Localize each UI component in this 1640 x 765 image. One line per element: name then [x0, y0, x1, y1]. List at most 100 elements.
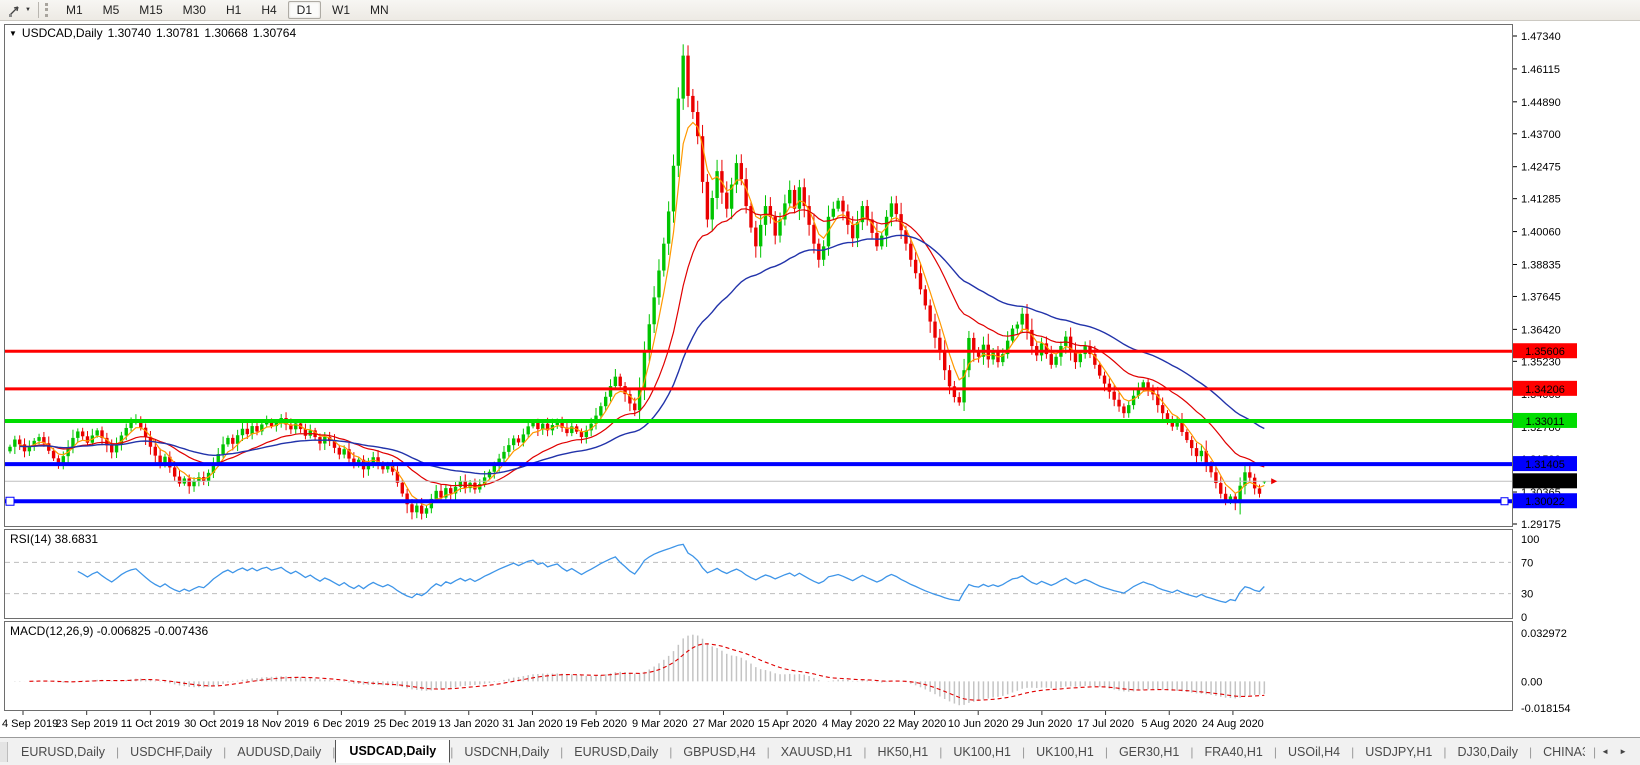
chart-tab-china300-h1[interactable]: CHINA300,H1	[1543, 744, 1585, 759]
toolbar-grip[interactable]	[44, 3, 51, 17]
tab-scroll-left-icon[interactable]: ◄	[1601, 747, 1610, 756]
timeframe-button-d1[interactable]: D1	[287, 1, 322, 19]
tab-divider: |	[1593, 744, 1597, 759]
svg-text:30 Oct 2019: 30 Oct 2019	[184, 718, 244, 730]
chart-tab-audusd-daily[interactable]: AUDUSD,Daily	[237, 744, 322, 759]
chart-menu-icon[interactable]: ▼	[9, 29, 17, 38]
timeframe-button-w1[interactable]: W1	[332, 3, 351, 17]
svg-text:25 Dec 2019: 25 Dec 2019	[374, 718, 436, 730]
chart-tab-uk100-h1[interactable]: UK100,H1	[953, 744, 1011, 759]
svg-text:1.41285: 1.41285	[1521, 194, 1561, 206]
last-price-marker	[1271, 478, 1278, 485]
svg-text:13 Jan 2020: 13 Jan 2020	[438, 718, 499, 730]
chart-title: ▼ USDCAD,Daily 1.30740 1.30781 1.30668 1.3076…	[9, 26, 296, 40]
svg-text:0.00: 0.00	[1521, 676, 1542, 688]
svg-text:1.46115: 1.46115	[1521, 64, 1560, 76]
tab-divider: |	[1273, 744, 1277, 759]
timeframe-button-h1[interactable]: H1	[225, 3, 242, 17]
tab-divider: |	[1443, 744, 1447, 759]
chart-tab-gbpusd-h4[interactable]: GBPUSD,H4	[683, 744, 756, 759]
tab-scroll-right-icon[interactable]: ►	[1619, 747, 1627, 756]
svg-text:18 Nov 2019: 18 Nov 2019	[247, 718, 309, 730]
svg-text:1.36420: 1.36420	[1521, 324, 1561, 336]
tabbar: EURUSD,Daily | USDCHF,Daily | AUDUSD,Daily | U…	[0, 737, 1640, 765]
timeframe-button-m1[interactable]: M1	[65, 3, 83, 17]
svg-text:100: 100	[1521, 534, 1539, 546]
tab-divider: |	[332, 744, 336, 759]
timeframe-button-m30[interactable]: M30	[182, 3, 206, 17]
chart-canvas[interactable]: 1.47340 1.46115 1.44890 1.43700 1.42475 1.412…	[0, 21, 1640, 737]
chart-tab-usdcad-daily[interactable]: USDCAD,Daily	[335, 739, 451, 763]
chart-tab-hk50-h1[interactable]: HK50,H1	[877, 744, 929, 759]
svg-text:19 Feb 2020: 19 Feb 2020	[565, 718, 627, 730]
chart-tab-eurusd-daily[interactable]: EURUSD,Daily	[21, 744, 106, 759]
svg-text:1.42475: 1.42475	[1521, 162, 1561, 174]
svg-text:15 Apr 2020: 15 Apr 2020	[757, 718, 816, 730]
svg-text:1.44890: 1.44890	[1521, 97, 1561, 109]
chart-tab-usdcnh-daily[interactable]: USDCNH,Daily	[464, 744, 550, 759]
svg-text:24 Aug 2020: 24 Aug 2020	[1202, 718, 1264, 730]
svg-text:0: 0	[1521, 612, 1527, 624]
chart-tab-usoil-h4[interactable]: USOil,H4	[1288, 744, 1341, 759]
draw-tool-button[interactable]: ▼	[4, 2, 34, 19]
svg-text:1.34206: 1.34206	[1525, 384, 1565, 396]
svg-text:30: 30	[1521, 589, 1533, 601]
tab-divider: |	[1104, 744, 1108, 759]
svg-text:1.40060: 1.40060	[1521, 227, 1561, 239]
chart-tab-usdchf-daily[interactable]: USDCHF,Daily	[130, 744, 213, 759]
tab-divider: |	[1190, 744, 1194, 759]
chart-tab-usdjpy-h1[interactable]: USDJPY,H1	[1365, 744, 1433, 759]
svg-text:1.47340: 1.47340	[1521, 31, 1561, 43]
svg-text:70: 70	[1521, 557, 1533, 569]
timeframe-button-mn[interactable]: MN	[370, 3, 389, 17]
timeframe-button-h4[interactable]: H4	[261, 3, 277, 17]
tab-divider: |	[939, 744, 943, 759]
chart-symbol-period: USDCAD,Daily	[21, 26, 103, 40]
chart-tab-ger30-h1[interactable]: GER30,H1	[1118, 744, 1180, 759]
rsi-label: RSI(14) 38.6831	[10, 532, 99, 546]
svg-text:1.43700: 1.43700	[1521, 129, 1561, 141]
svg-text:27 Mar 2020: 27 Mar 2020	[693, 718, 755, 730]
dropdown-caret-icon: ▼	[25, 7, 31, 13]
tab-divider: |	[1528, 744, 1533, 759]
svg-text:1.35606: 1.35606	[1525, 346, 1565, 358]
quote-close: 1.30764	[252, 26, 297, 40]
svg-text:1.33011: 1.33011	[1526, 416, 1565, 428]
svg-text:29 Jun 2020: 29 Jun 2020	[1012, 718, 1073, 730]
quote-low: 1.30668	[204, 26, 248, 40]
timeframe-buttons: M1 M5 M15 M30 H1 H4 D1 W1 MN	[56, 1, 399, 19]
chart-tab-xauusd-h1[interactable]: XAUUSD,H1	[780, 744, 853, 759]
tab-divider: |	[1351, 744, 1355, 759]
chart-tab-fra40-h1[interactable]: FRA40,H1	[1204, 744, 1263, 759]
svg-text:0.032972: 0.032972	[1521, 628, 1567, 640]
svg-text:6 Dec 2019: 6 Dec 2019	[313, 718, 369, 730]
svg-text:-0.018154: -0.018154	[1521, 703, 1571, 715]
svg-text:4 Sep 2019: 4 Sep 2019	[2, 718, 58, 730]
svg-text:5 Aug 2020: 5 Aug 2020	[1141, 718, 1197, 730]
quote-open: 1.30740	[107, 26, 151, 40]
timeframe-button-m15[interactable]: M15	[139, 3, 163, 17]
svg-text:1.30764: 1.30764	[1525, 476, 1565, 488]
chart-tab-dj30-daily[interactable]: DJ30,Daily	[1457, 744, 1518, 759]
tab-divider: |	[766, 744, 770, 759]
svg-text:22 May 2020: 22 May 2020	[883, 718, 947, 730]
svg-text:11 Oct 2019: 11 Oct 2019	[121, 718, 180, 730]
tab-divider: |	[116, 744, 120, 759]
tab-divider: |	[1022, 744, 1026, 759]
tab-divider: |	[223, 744, 227, 759]
tab-divider: |	[669, 744, 673, 759]
tabbar-grip	[0, 741, 8, 762]
svg-text:1.37645: 1.37645	[1521, 291, 1561, 303]
svg-text:1.35230: 1.35230	[1521, 356, 1561, 368]
chart-tab-uk100-h1[interactable]: UK100,H1	[1036, 744, 1094, 759]
tab-scroll-controls: | ◄ ►	[1585, 745, 1640, 759]
svg-text:17 Jul 2020: 17 Jul 2020	[1077, 718, 1134, 730]
svg-text:1.29175: 1.29175	[1521, 519, 1561, 531]
svg-text:1.30022: 1.30022	[1525, 496, 1565, 508]
svg-text:10 Jun 2020: 10 Jun 2020	[948, 718, 1009, 730]
svg-text:1.38835: 1.38835	[1521, 259, 1561, 271]
chart-tab-eurusd-daily[interactable]: EURUSD,Daily	[574, 744, 659, 759]
chart-tabs: EURUSD,Daily | USDCHF,Daily | AUDUSD,Daily | U…	[10, 739, 1585, 764]
timeframe-button-m5[interactable]: M5	[102, 3, 120, 17]
